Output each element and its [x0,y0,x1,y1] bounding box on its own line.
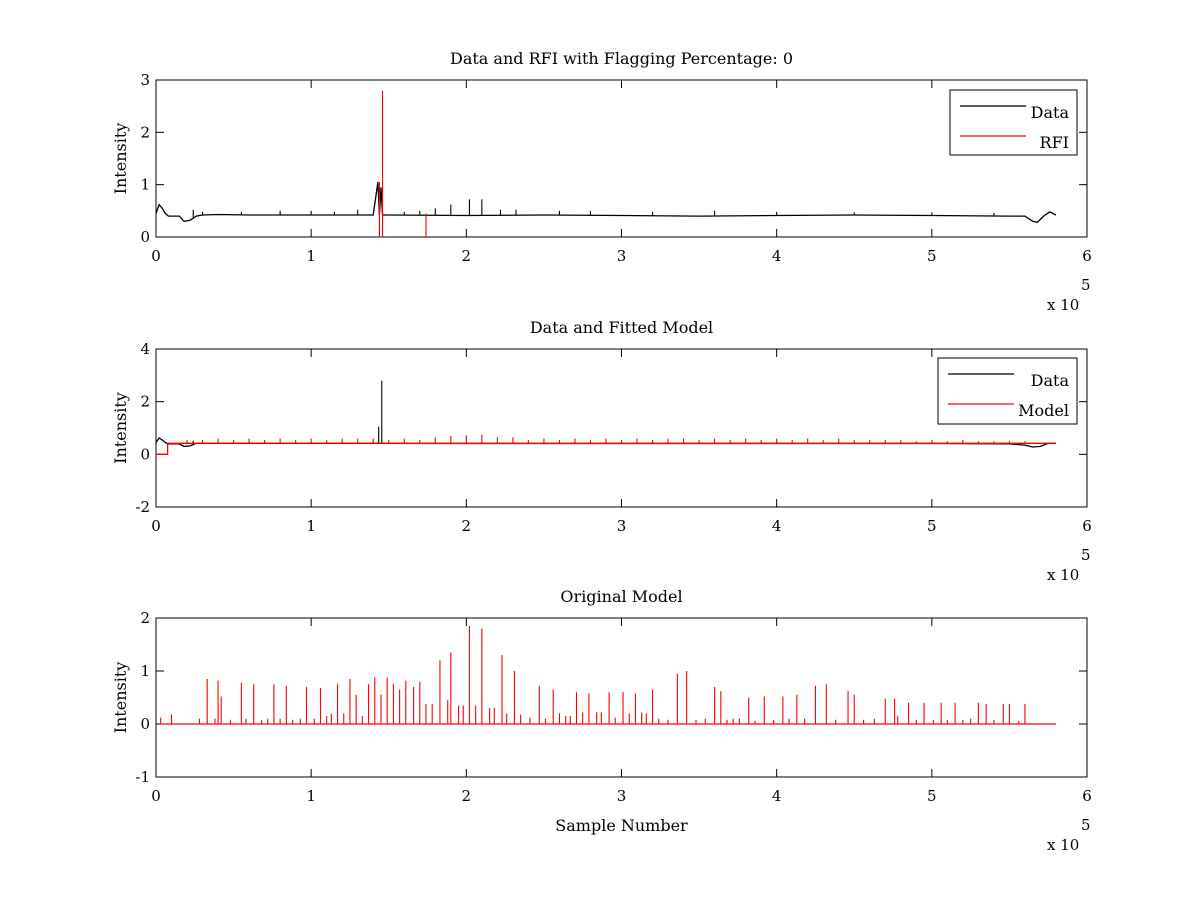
x-multiplier-exponent: 5 [1081,816,1091,834]
y-axis-label: Intensity [111,662,130,734]
x-multiplier: x 10 [1047,566,1079,584]
chart-1: Data and RFI with Flagging Percentage: 0… [111,49,1092,314]
series-model-line [156,442,1056,455]
x-tick-label: 0 [151,517,161,535]
legend: Data Model [937,357,1078,425]
plot-area [155,348,1088,508]
plot-area [155,617,1088,778]
x-tick-label: 4 [772,787,782,805]
x-tick-label: 3 [617,787,627,805]
y-tick-label: -1 [135,768,150,786]
series-group [156,380,1056,455]
y-axis-label: Intensity [111,392,130,464]
x-tick-label: 1 [306,517,316,535]
x-tick-label: 5 [927,787,937,805]
y-tick-label: 0 [140,228,150,246]
x-tick-label: 6 [1082,517,1092,535]
x-tick-label: 2 [462,517,472,535]
x-tick-label: 1 [306,787,316,805]
legend-label: Data [1031,371,1070,390]
y-tick-label: 0 [140,445,150,463]
legend-box [949,89,1078,156]
x-tick-label: 6 [1082,787,1092,805]
x-tick-label: 2 [462,787,472,805]
x-axis-label: Sample Number [555,816,688,835]
y-tick-label: 2 [140,123,150,141]
x-multiplier-exponent: 5 [1081,276,1091,294]
x-multiplier: x 10 [1047,836,1079,854]
x-tick-label: 2 [462,247,472,265]
x-tick-label: 0 [151,247,161,265]
x-multiplier-exponent: 5 [1081,546,1091,564]
chart-title: Data and Fitted Model [530,318,713,337]
x-tick-label: 5 [927,517,937,535]
x-multiplier: x 10 [1047,296,1079,314]
y-axis-label: Intensity [111,123,130,195]
legend-label: Data [1031,103,1070,122]
x-tick-label: 1 [306,247,316,265]
x-tick-label: 0 [151,787,161,805]
series-group [159,625,1056,725]
y-tick-label: 0 [140,715,150,733]
x-tick-label: 5 [927,247,937,265]
series-data-line [156,182,1057,224]
chart-title: Data and RFI with Flagging Percentage: 0 [450,49,793,68]
x-tick-label: 3 [617,247,627,265]
legend-label: Model [1018,401,1069,420]
y-tick-label: 3 [140,71,150,89]
series-group [156,90,1057,237]
x-tick-label: 4 [772,517,782,535]
x-tick-label: 3 [617,517,627,535]
y-tick-label: 2 [140,393,150,411]
y-tick-label: 2 [140,609,150,627]
y-tick-label: -2 [135,498,150,516]
legend-label: RFI [1040,133,1069,152]
x-tick-label: 6 [1082,247,1092,265]
chart-title: Original Model [560,587,682,606]
plot-area [155,79,1088,238]
x-tick-label: 4 [772,247,782,265]
y-tick-label: 1 [140,662,150,680]
legend-box [937,357,1078,425]
y-tick-label: 1 [140,176,150,194]
legend: Data RFI [949,89,1078,156]
y-tick-label: 4 [140,340,150,358]
